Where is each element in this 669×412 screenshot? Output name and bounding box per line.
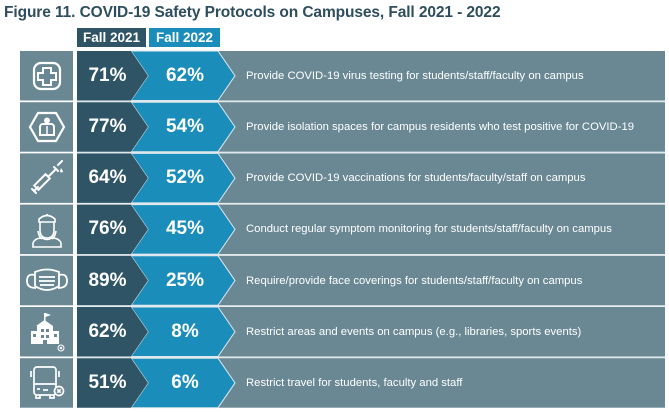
description-cell bbox=[218, 51, 665, 101]
fall-2021-value: 76% bbox=[88, 218, 127, 240]
description-cell bbox=[218, 153, 665, 203]
fall-2021-cell bbox=[77, 153, 148, 203]
fall-2022-value: 8% bbox=[171, 320, 199, 342]
face-mask-icon bbox=[20, 256, 73, 306]
fall-2021-cell bbox=[77, 204, 148, 255]
protocol-description: Provide isolation spaces for campus resi… bbox=[246, 120, 635, 133]
protocol-description: Require/provide face coverings for stude… bbox=[246, 274, 583, 287]
description-cell bbox=[218, 358, 665, 408]
fall-2021-cell bbox=[77, 255, 148, 306]
isolation-person-icon bbox=[20, 102, 73, 152]
fall-2021-cell bbox=[77, 102, 148, 152]
column-header-fall-2022: Fall 2022 bbox=[149, 28, 220, 47]
fall-2022-value: 25% bbox=[165, 269, 205, 291]
fall-2021-value: 64% bbox=[88, 167, 127, 189]
protocol-description: Conduct regular symptom monitoring for s… bbox=[246, 223, 612, 236]
syringe-icon bbox=[20, 153, 73, 203]
protocol-description: Restrict areas and events on campus (e.g… bbox=[246, 325, 582, 338]
figure-title: Figure 11. COVID-19 Safety Protocols on … bbox=[4, 4, 501, 21]
fall-2022-value: 62% bbox=[165, 64, 205, 86]
description-cell bbox=[218, 102, 665, 152]
fall-2021-value: 71% bbox=[88, 64, 127, 86]
column-header-fall-2021: Fall 2021 bbox=[77, 28, 146, 47]
description-cell bbox=[218, 307, 665, 357]
icon-cell bbox=[20, 51, 73, 101]
fall-2022-value: 52% bbox=[165, 167, 205, 189]
protocol-description: Provide COVID-19 vaccinations for studen… bbox=[246, 172, 586, 185]
protocol-description: Restrict travel for students, faculty an… bbox=[246, 376, 463, 389]
bus-icon bbox=[20, 358, 73, 408]
nurse-icon bbox=[20, 205, 73, 255]
fall-2021-cell bbox=[77, 358, 148, 408]
fall-2021-value: 51% bbox=[88, 371, 127, 393]
fall-2021-cell bbox=[77, 307, 148, 357]
protocol-description: Provide COVID-19 virus testing for stude… bbox=[246, 69, 584, 82]
fall-2022-value: 45% bbox=[165, 218, 205, 240]
fall-2021-cell bbox=[77, 51, 148, 101]
description-cell bbox=[218, 255, 665, 306]
fall-2021-value: 62% bbox=[88, 320, 127, 342]
icon-cell bbox=[20, 204, 73, 255]
icon-cell bbox=[20, 153, 73, 203]
fall-2021-value: 77% bbox=[88, 115, 127, 137]
fall-2022-value: 6% bbox=[171, 371, 199, 393]
description-cell bbox=[218, 204, 665, 255]
school-building-icon bbox=[20, 307, 73, 357]
fall-2021-value: 89% bbox=[88, 269, 127, 291]
medical-cross-icon bbox=[20, 51, 73, 101]
fall-2022-value: 54% bbox=[165, 115, 205, 137]
